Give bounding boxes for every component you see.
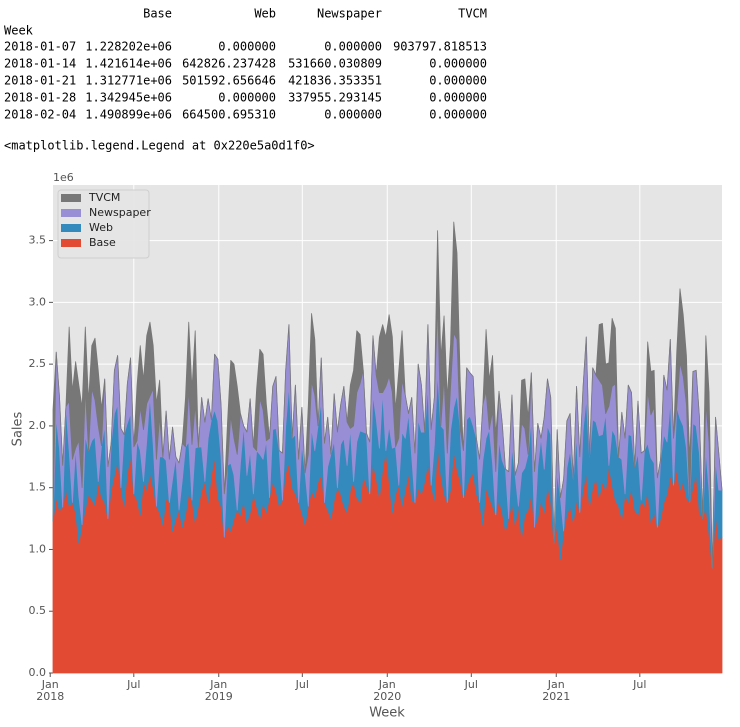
table-cell: 664500.695310: [182, 108, 276, 122]
x-tick-label: Jan: [378, 678, 396, 691]
x-tick-label: Jul: [632, 678, 646, 691]
x-tick-label: Jul: [126, 678, 140, 691]
x-tick-year: 2019: [205, 690, 233, 703]
column-header: Web: [254, 7, 276, 21]
y-tick-label: 2.5: [29, 357, 47, 370]
table-cell: 337955.293145: [288, 91, 382, 105]
table-cell: 1.490899e+06: [85, 108, 172, 122]
table-cell: 531660.030809: [288, 57, 382, 71]
legend-label: Base: [89, 236, 116, 249]
table-cell: 0.000000: [324, 108, 382, 122]
row-index: 2018-01-07: [4, 40, 76, 54]
y-offset-label: 1e6: [53, 171, 74, 184]
table-cell: 0.000000: [218, 40, 276, 54]
column-header: Newspaper: [317, 7, 382, 21]
table-cell: 1.342945e+06: [85, 91, 172, 105]
y-tick-label: 0.0: [29, 666, 47, 679]
table-cell: 0.000000: [429, 57, 487, 71]
output-repr: <matplotlib.legend.Legend at 0x220e5a0d1…: [4, 139, 315, 153]
y-axis-label: Sales: [11, 411, 26, 446]
table-cell: 0.000000: [429, 91, 487, 105]
y-tick-label: 3.0: [29, 295, 47, 308]
table-cell: 0.000000: [429, 108, 487, 122]
legend-swatch: [61, 224, 81, 232]
table-cell: 421836.353351: [288, 74, 382, 88]
x-tick-label: Jan: [547, 678, 565, 691]
legend-label: Web: [89, 221, 113, 234]
area-series: [52, 221, 723, 569]
x-tick-label: Jan: [41, 678, 59, 691]
table-cell: 642826.237428: [182, 57, 276, 71]
y-tick-label: 2.0: [29, 419, 47, 432]
index-name: Week: [4, 24, 34, 38]
x-tick-label: Jul: [295, 678, 309, 691]
y-tick-label: 3.5: [29, 234, 47, 247]
x-tick-label: Jul: [464, 678, 478, 691]
x-tick-year: 2018: [36, 690, 64, 703]
y-tick-label: 0.5: [29, 604, 47, 617]
x-tick-year: 2020: [373, 690, 401, 703]
legend-swatch: [61, 194, 81, 202]
y-tick-label: 1.5: [29, 481, 47, 494]
legend-swatch: [61, 239, 81, 247]
table-cell: 0.000000: [324, 40, 382, 54]
x-tick-year: 2021: [542, 690, 570, 703]
x-tick-label: Jan: [209, 678, 227, 691]
row-index: 2018-01-21: [4, 74, 76, 88]
row-index: 2018-02-04: [4, 108, 76, 122]
column-header: TVCM: [458, 7, 487, 21]
table-cell: 903797.818513: [393, 40, 487, 54]
legend-label: Newspaper: [89, 206, 151, 219]
table-cell: 1.228202e+06: [85, 40, 172, 54]
legend-swatch: [61, 209, 81, 217]
table-cell: 1.421614e+06: [85, 57, 172, 71]
legend-label: TVCM: [88, 191, 120, 204]
row-index: 2018-01-14: [4, 57, 76, 71]
table-cell: 501592.656646: [182, 74, 276, 88]
y-tick-label: 1.0: [29, 542, 47, 555]
table-cell: 0.000000: [218, 91, 276, 105]
row-index: 2018-01-28: [4, 91, 76, 105]
column-header: Base: [143, 7, 172, 21]
table-cell: 1.312771e+06: [85, 74, 172, 88]
x-axis-label: Week: [369, 706, 405, 721]
table-cell: 0.000000: [429, 74, 487, 88]
